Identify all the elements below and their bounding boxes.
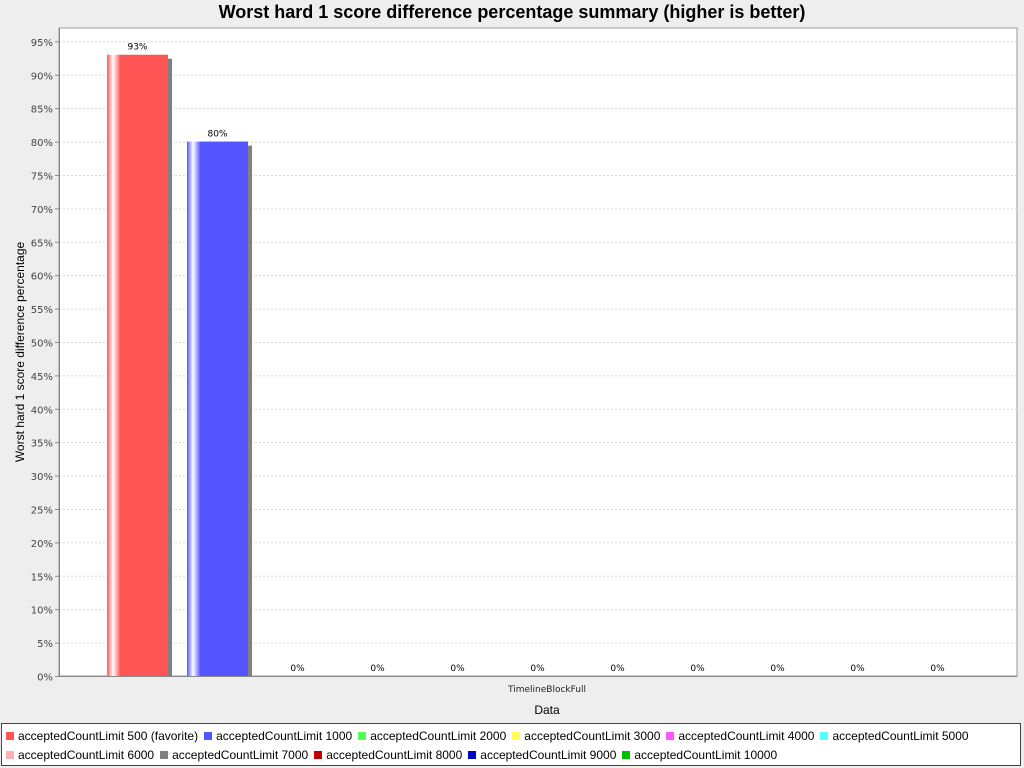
y-tick-label: 55% <box>31 305 53 316</box>
y-tick-label: 50% <box>31 338 53 349</box>
legend-swatch <box>358 732 367 740</box>
bar-1 <box>187 141 248 676</box>
y-tick-label: 15% <box>31 572 53 583</box>
bar-value-label: 0% <box>770 664 785 674</box>
legend-label: acceptedCountLimit 6000 <box>18 748 155 762</box>
legend-row: acceptedCountLimit 500 (favorite) accepte… <box>6 727 975 745</box>
chart-canvas: 0% 5% 10% 15% 20% 25% 30% 35% 40% 45% 50% 55% 60% 65%… <box>13 27 1018 717</box>
chart-legend: acceptedCountLimit 500 (favorite) accepte… <box>1 723 1021 766</box>
bar-value-label: 0% <box>290 664 305 674</box>
x-axis-label: Data <box>534 703 560 717</box>
legend-swatch <box>512 732 521 740</box>
legend-label: acceptedCountLimit 2000 <box>370 729 507 743</box>
legend-label: acceptedCountLimit 4000 <box>678 729 815 743</box>
y-tick-label: 30% <box>31 472 53 483</box>
bar-value-label: 0% <box>930 664 945 674</box>
bar-value-label: 0% <box>530 664 545 674</box>
bar-value-label: 0% <box>450 664 465 674</box>
legend-label: acceptedCountLimit 1000 <box>216 729 353 743</box>
y-tick-label: 45% <box>31 372 53 383</box>
legend-item: acceptedCountLimit 10000 <box>622 748 777 762</box>
legend-item: acceptedCountLimit 8000 <box>314 748 462 762</box>
legend-item: acceptedCountLimit 9000 <box>468 748 616 762</box>
legend-item: acceptedCountLimit 2000 <box>358 729 506 743</box>
legend-swatch <box>6 732 14 740</box>
bar-value-label: 80% <box>207 130 227 140</box>
bar-value-label: 0% <box>370 664 385 674</box>
bar-value-label: 0% <box>850 664 865 674</box>
y-axis-label: Worst hard 1 score difference percentage <box>13 242 27 463</box>
legend-row: acceptedCountLimit 6000 acceptedCountLimi… <box>6 746 783 764</box>
legend-label: acceptedCountLimit 5000 <box>832 729 969 743</box>
chart-title: Worst hard 1 score difference percentage… <box>218 2 806 22</box>
legend-swatch <box>160 751 169 759</box>
legend-swatch <box>6 751 14 759</box>
legend-label: acceptedCountLimit 500 (favorite) <box>18 729 199 743</box>
legend-item: acceptedCountLimit 5000 <box>820 729 969 743</box>
y-tick-label: 85% <box>31 105 53 116</box>
legend-label: acceptedCountLimit 3000 <box>524 729 661 743</box>
y-tick-label: 75% <box>31 171 53 182</box>
legend-label: acceptedCountLimit 10000 <box>634 748 778 762</box>
legend-label: acceptedCountLimit 9000 <box>480 748 617 762</box>
y-tick-label: 35% <box>31 439 53 450</box>
y-tick-label: 95% <box>31 38 53 49</box>
legend-item: acceptedCountLimit 3000 <box>512 729 660 743</box>
y-tick-label: 25% <box>31 505 53 516</box>
y-tick-label: 10% <box>31 606 53 617</box>
y-tick-label: 65% <box>31 238 53 249</box>
legend-label: acceptedCountLimit 8000 <box>326 748 463 762</box>
y-tick-label: 0% <box>37 673 53 684</box>
legend-item: acceptedCountLimit 6000 <box>6 748 154 762</box>
legend-swatch <box>622 751 631 759</box>
legend-swatch <box>204 732 213 740</box>
x-category-label: TimelineBlockFull <box>507 685 586 695</box>
bar-value-label: 0% <box>690 664 705 674</box>
bar-0 <box>107 54 168 676</box>
legend-item: acceptedCountLimit 4000 <box>666 729 814 743</box>
legend-item: acceptedCountLimit 7000 <box>160 748 308 762</box>
legend-item: acceptedCountLimit 500 (favorite) <box>6 729 198 743</box>
y-tick-label: 80% <box>31 138 53 149</box>
y-tick-label: 90% <box>31 71 53 82</box>
legend-label: acceptedCountLimit 7000 <box>172 748 309 762</box>
bar-value-label: 93% <box>127 43 147 53</box>
legend-swatch <box>820 732 829 740</box>
legend-swatch <box>314 751 323 759</box>
y-tick-label: 60% <box>31 272 53 283</box>
y-tick-label: 40% <box>31 405 53 416</box>
bar-value-label: 0% <box>610 664 625 674</box>
y-tick-label: 70% <box>31 205 53 216</box>
legend-swatch <box>666 732 675 740</box>
y-tick-label: 20% <box>31 539 53 550</box>
y-tick-label: 5% <box>37 639 53 650</box>
legend-item: acceptedCountLimit 1000 <box>204 729 352 743</box>
legend-swatch <box>468 751 477 759</box>
